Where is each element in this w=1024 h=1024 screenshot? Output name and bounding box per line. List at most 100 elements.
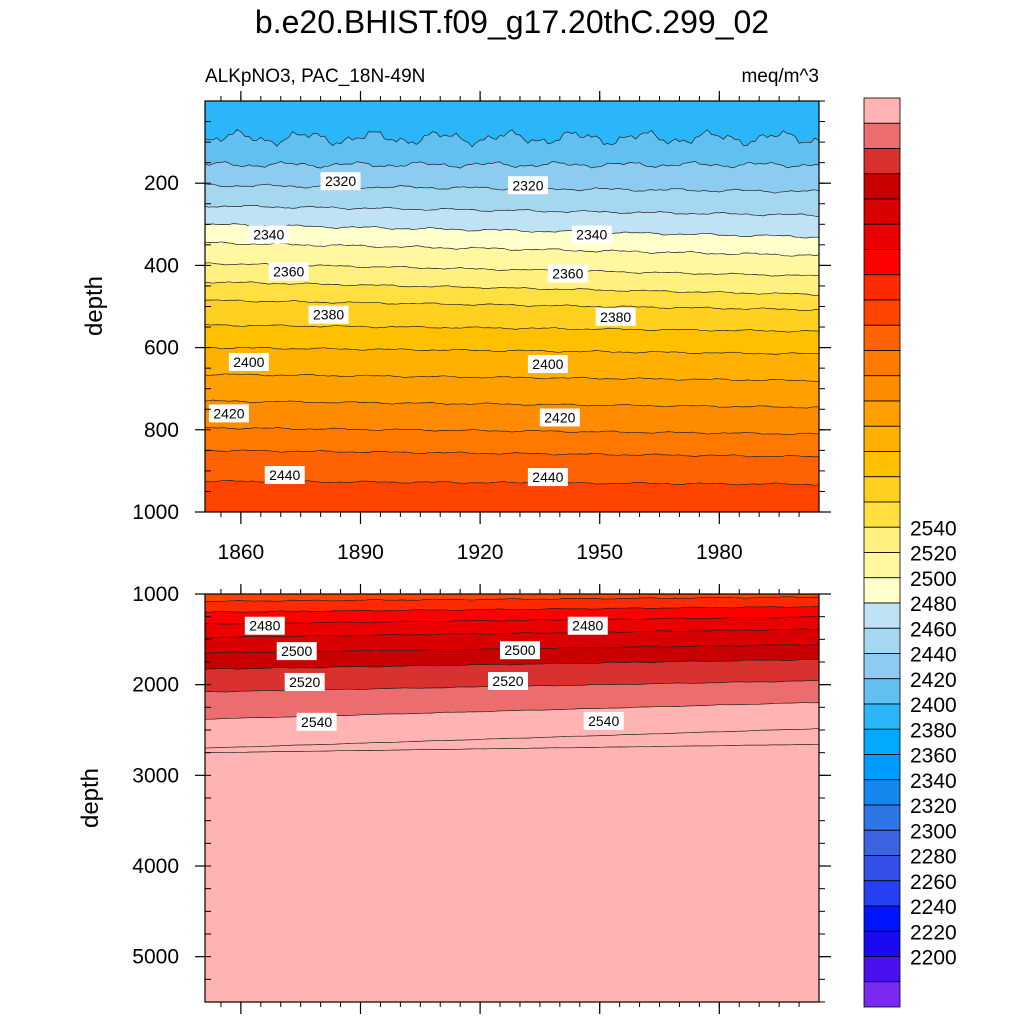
upper-contour-label-bg [547,264,588,283]
colorbar-swatch [863,829,901,856]
upper-contour-label-text: 2340 [253,227,284,243]
upper-panel-contour-labels: 2320 2320 2340 2340 2360 2360 2380 2380 2400 2400… [208,172,636,487]
colorbar-label: 2480 [910,593,957,616]
upper-y-tick-label: 400 [144,254,179,277]
upper-contour-2370 [205,281,819,296]
colorbar-label: 2440 [910,644,957,667]
chart-subtitle-left: ALKpNO3, PAC_18N-49N [205,66,425,87]
colorbar-swatch [863,728,901,755]
lower-y-tick-label: 5000 [132,946,179,969]
colorbar-swatch [863,930,901,957]
upper-contour-2380 [205,299,819,311]
upper-contour-label-bg [571,225,612,244]
upper-contour-label-bg [248,225,289,244]
upper-contour-label: 2340 [571,225,612,244]
upper-contour-2440 [205,449,819,458]
upper-x-tick-label: 1890 [337,541,384,564]
upper-contour-label-text: 2400 [532,356,563,372]
upper-contour-label-bg [320,172,361,191]
upper-band-2300 [205,101,819,147]
lower-contour-label: 2500 [499,641,540,660]
colorbar-swatch [863,274,901,301]
lower-contour-label-bg [567,616,608,635]
lower-contour-label: 2540 [583,711,624,730]
colorbar-swatch [863,956,901,983]
colorbar-swatch [863,299,901,326]
upper-panel: 2320 2320 2340 2340 2360 2360 2380 2380 2400 2400… [81,91,831,564]
upper-contour-label-bg [527,468,568,487]
colorbar-swatch [863,425,901,452]
lower-contour-label-text: 2480 [249,618,280,634]
lower-contour-label-text: 2520 [492,673,523,689]
upper-contour-label-text: 2380 [600,309,631,325]
upper-contour-2390 [205,323,819,333]
colorbar-swatch [863,97,901,124]
colorbar-swatch [863,249,901,276]
upper-contour-label: 2360 [268,262,309,281]
upper-contour-2450 [205,480,819,486]
colorbar-swatch [863,754,901,781]
colorbar-swatch [863,148,901,175]
upper-contour-label-text: 2360 [552,266,583,282]
lower-y-ticks: 1000 2000 3000 4000 5000 [132,583,831,1003]
lower-contour-label: 2520 [488,672,529,691]
lower-x-ticks [220,584,800,1014]
colorbar-swatch [863,577,901,604]
upper-y-ticks: 200 400 600 800 1000 [132,100,831,524]
colorbar-swatch [863,627,901,654]
lower-contour-label-text: 2540 [588,713,619,729]
colorbar-swatch [863,981,901,1008]
upper-y-tick-label: 800 [144,419,179,442]
colorbar-swatch [863,526,901,553]
chart-title: b.e20.BHIST.f09_g17.20thC.299_02 [255,4,769,40]
upper-y-tick-label: 600 [144,337,179,360]
upper-x-tick-label: 1860 [218,541,265,564]
lower-contour-label: 2480 [567,616,608,635]
upper-contour-label-text: 2400 [233,354,264,370]
upper-contour-2310 [205,161,819,169]
upper-contour-2330 [205,205,819,217]
upper-contour-label-bg [507,176,548,195]
upper-contour-label-bg [527,355,568,374]
colorbar-label: 2340 [910,770,957,793]
colorbar-swatch [863,122,901,149]
lower-contour-label-bg [488,672,529,691]
upper-contour-label: 2320 [507,176,548,195]
upper-contour-label-text: 2440 [269,467,300,483]
lower-contour-2480 [205,616,819,625]
upper-contour-2430 [205,426,819,435]
colorbar-swatch [863,678,901,705]
upper-panel-contours [205,129,819,486]
colorbar-label: 2280 [910,846,957,869]
upper-contour-label: 2340 [248,225,289,244]
upper-contour-label: 2380 [308,305,349,324]
upper-contour-label-bg [208,404,249,423]
upper-contour-label-bg [268,262,309,281]
lower-contour-label-bg [583,711,624,730]
upper-contour-label-bg [539,408,580,427]
colorbar-swatch [863,552,901,579]
upper-contour-label-text: 2420 [213,405,244,421]
upper-contour-label-text: 2380 [313,307,344,323]
lower-y-tick-label: 4000 [132,855,179,878]
colorbar-label: 2260 [910,871,957,894]
lower-contour-2470 [205,606,819,613]
colorbar-label: 2400 [910,694,957,717]
colorbar-swatch [863,350,901,377]
colorbar-swatch [863,501,901,528]
lower-contour-label-text: 2520 [289,674,320,690]
colorbar-label: 2520 [910,543,957,566]
lower-y-tick-label: 1000 [132,583,179,606]
upper-contour-2400 [205,346,819,355]
colorbar-swatch [863,173,901,200]
lower-panel-fill [205,594,819,1002]
upper-contour-label-bg [228,352,269,371]
upper-contour-2300 [205,129,819,148]
colorbar-label: 2220 [910,921,957,944]
lower-contour-label-bg [499,641,540,660]
lower-contour-label-text: 2540 [301,714,332,730]
upper-x-tick-label: 1980 [696,541,743,564]
